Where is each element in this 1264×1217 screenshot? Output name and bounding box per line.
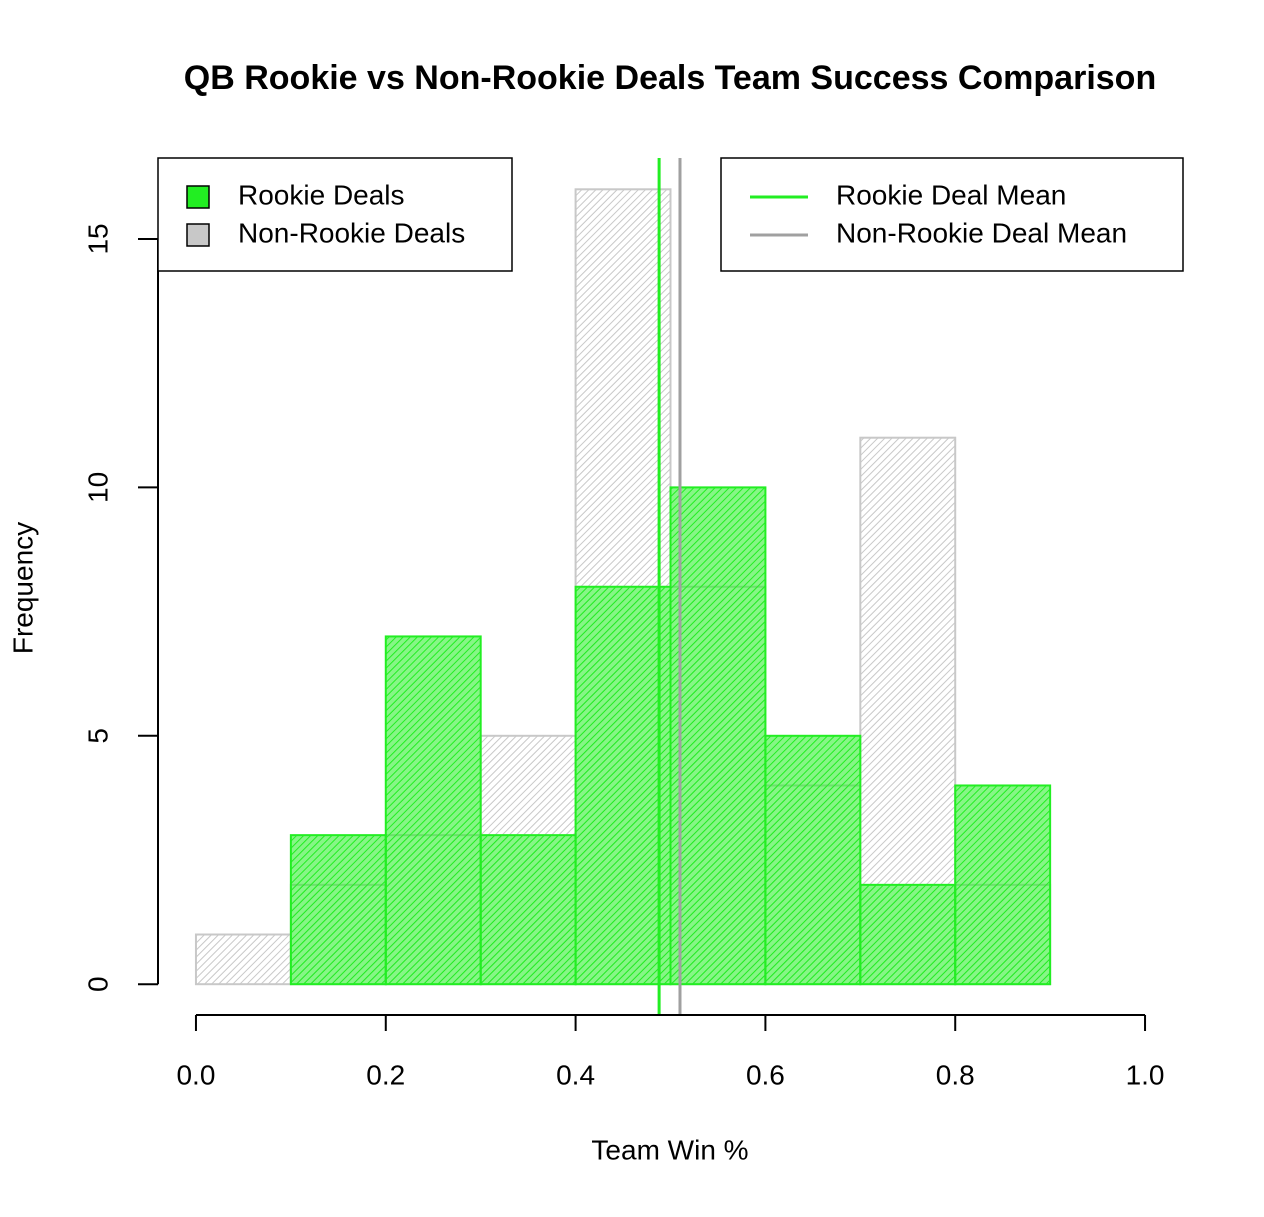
- x-tick-label: 0.0: [176, 1059, 215, 1090]
- x-tick-label: 0.6: [746, 1059, 785, 1090]
- histogram-bar: [859, 883, 957, 986]
- legend-label: Rookie Deals: [238, 179, 405, 210]
- x-tick-label: 0.8: [936, 1059, 975, 1090]
- x-tick-label: 0.4: [556, 1059, 595, 1090]
- histogram-bar: [574, 585, 672, 986]
- histogram-bar: [669, 486, 767, 986]
- legend-label: Non-Rookie Deal Mean: [836, 217, 1127, 248]
- legend-box: [720, 157, 1184, 272]
- histogram-bar: [384, 635, 482, 986]
- y-tick-label: 5: [82, 728, 113, 744]
- legend-box: [157, 157, 513, 272]
- x-tick-label: 0.2: [366, 1059, 405, 1090]
- legend-label: Non-Rookie Deals: [238, 217, 465, 248]
- chart-title: QB Rookie vs Non-Rookie Deals Team Succe…: [184, 59, 1156, 97]
- x-tick-label: 1.0: [1126, 1059, 1165, 1090]
- x-axis-label: Team Win %: [591, 1134, 748, 1165]
- legend-label: Rookie Deal Mean: [836, 179, 1066, 210]
- histogram-bar: [194, 933, 292, 986]
- y-tick-label: 0: [82, 976, 113, 992]
- y-tick-label: 15: [82, 223, 113, 254]
- histogram-bar: [954, 784, 1052, 986]
- legend-swatch: [186, 223, 210, 247]
- histogram-bar: [479, 834, 577, 986]
- histogram-bar: [289, 834, 387, 986]
- y-axis-label: Frequency: [7, 522, 38, 654]
- legend-swatch: [186, 185, 210, 209]
- y-tick-label: 10: [82, 472, 113, 503]
- histogram-bar: [764, 734, 862, 986]
